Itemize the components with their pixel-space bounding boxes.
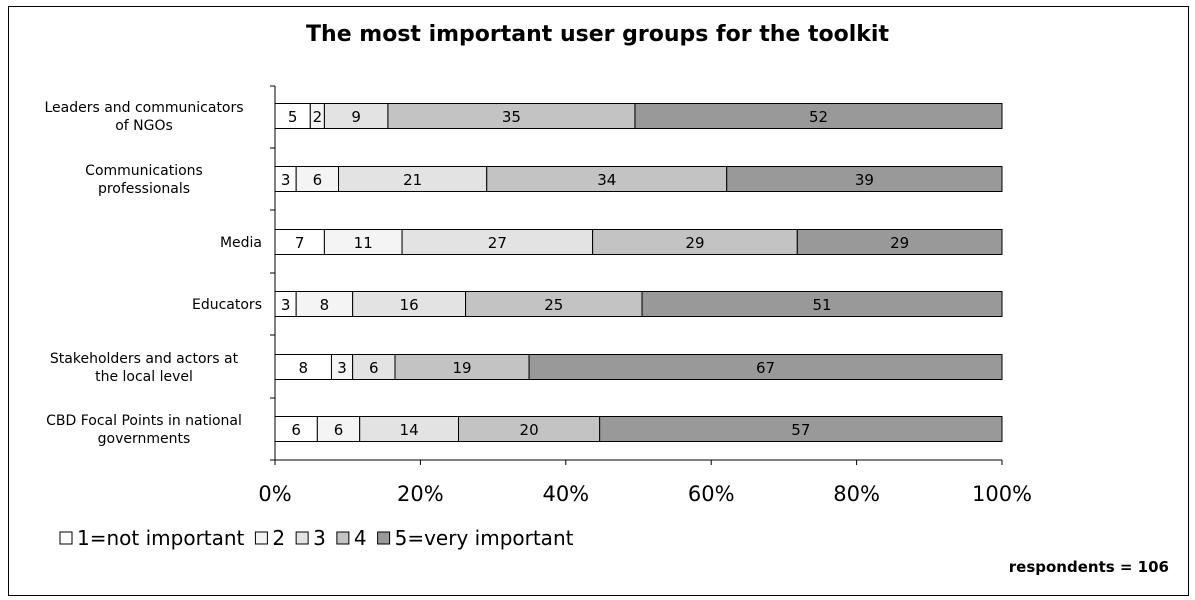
data-label-5-0: 6 <box>291 421 301 439</box>
x-tick-label-4: 80% <box>833 482 880 506</box>
bar-segment-3-1 <box>295 291 354 317</box>
legend-label-4: 5=very important <box>395 526 574 550</box>
x-tick-label-5: 100% <box>972 482 1032 506</box>
bar-segment-1-1 <box>295 166 340 192</box>
bar-segment-2-4 <box>796 229 1003 255</box>
data-label-1-3: 34 <box>597 171 616 189</box>
data-label-4-2: 6 <box>369 359 379 377</box>
bar-segment-4-3 <box>394 354 530 380</box>
bar-segment-2-0 <box>274 229 325 255</box>
x-tick-label-3: 60% <box>688 482 735 506</box>
data-label-4-1: 3 <box>337 359 347 377</box>
bar-segment-5-1 <box>316 416 361 442</box>
x-tick-label-2: 40% <box>542 482 589 506</box>
bar-segment-2-3 <box>592 229 798 255</box>
data-label-1-2: 21 <box>403 171 422 189</box>
respondents-note: respondents = 106 <box>1008 558 1169 576</box>
category-label-1: Communications professionals <box>85 163 203 197</box>
bar-segment-5-0 <box>274 416 318 442</box>
data-label-2-1: 11 <box>354 234 373 252</box>
legend-swatch-4 <box>377 531 391 545</box>
legend-swatch-3 <box>336 531 350 545</box>
data-label-3-3: 25 <box>544 296 563 314</box>
bar-segment-1-3 <box>486 166 728 192</box>
legend-swatch-0 <box>59 531 73 545</box>
legend-label-3: 4 <box>354 526 367 550</box>
data-label-0-4: 52 <box>809 108 828 126</box>
data-label-4-0: 8 <box>298 359 308 377</box>
legend-label-1: 2 <box>272 526 285 550</box>
x-tick-label-1: 20% <box>397 482 444 506</box>
data-label-1-4: 39 <box>855 171 874 189</box>
legend-label-0: 1=not important <box>77 526 245 550</box>
legend-swatch-2 <box>295 531 309 545</box>
bar-segment-0-2 <box>323 103 389 129</box>
data-label-2-3: 29 <box>685 234 704 252</box>
x-tick-label-0: 0% <box>258 482 291 506</box>
bar-segment-0-4 <box>634 103 1003 129</box>
bar-segment-1-4 <box>726 166 1003 192</box>
data-label-0-1: 2 <box>313 108 323 126</box>
data-label-0-2: 9 <box>351 108 361 126</box>
data-label-4-3: 19 <box>452 359 471 377</box>
data-label-3-0: 3 <box>281 296 291 314</box>
legend-label-2: 3 <box>313 526 326 550</box>
bar-segment-2-2 <box>401 229 594 255</box>
data-label-3-2: 16 <box>400 296 419 314</box>
bar-segment-5-3 <box>458 416 601 442</box>
data-label-2-4: 29 <box>890 234 909 252</box>
bar-segment-2-1 <box>323 229 403 255</box>
data-label-5-2: 14 <box>400 421 419 439</box>
bar-segment-1-2 <box>338 166 488 192</box>
data-label-1-1: 6 <box>313 171 323 189</box>
data-label-0-3: 35 <box>502 108 521 126</box>
legend-swatch-1 <box>254 531 268 545</box>
bar-segment-3-3 <box>465 291 643 317</box>
bar-segment-3-4 <box>641 291 1003 317</box>
category-label-5: CBD Focal Points in national governments <box>46 413 242 447</box>
category-label-4: Stakeholders and actors at the local leve… <box>50 351 239 385</box>
data-label-5-3: 20 <box>520 421 539 439</box>
category-label-0: Leaders and communicators of NGOs <box>44 100 243 134</box>
data-label-2-2: 27 <box>488 234 507 252</box>
category-label-2: Media <box>220 235 262 251</box>
data-label-5-4: 57 <box>791 421 810 439</box>
data-label-5-1: 6 <box>334 421 344 439</box>
bar-segment-4-4 <box>528 354 1003 380</box>
data-label-1-0: 3 <box>281 171 291 189</box>
data-label-0-0: 5 <box>288 108 298 126</box>
data-label-3-4: 51 <box>812 296 831 314</box>
data-label-4-4: 67 <box>756 359 775 377</box>
data-label-2-0: 7 <box>295 234 305 252</box>
data-label-3-1: 8 <box>320 296 330 314</box>
bar-segment-0-0 <box>274 103 311 129</box>
category-label-3: Educators <box>192 297 262 313</box>
bar-segment-0-3 <box>387 103 636 129</box>
bar-segment-5-4 <box>599 416 1003 442</box>
chart-title: The most important user groups for the t… <box>306 22 889 47</box>
